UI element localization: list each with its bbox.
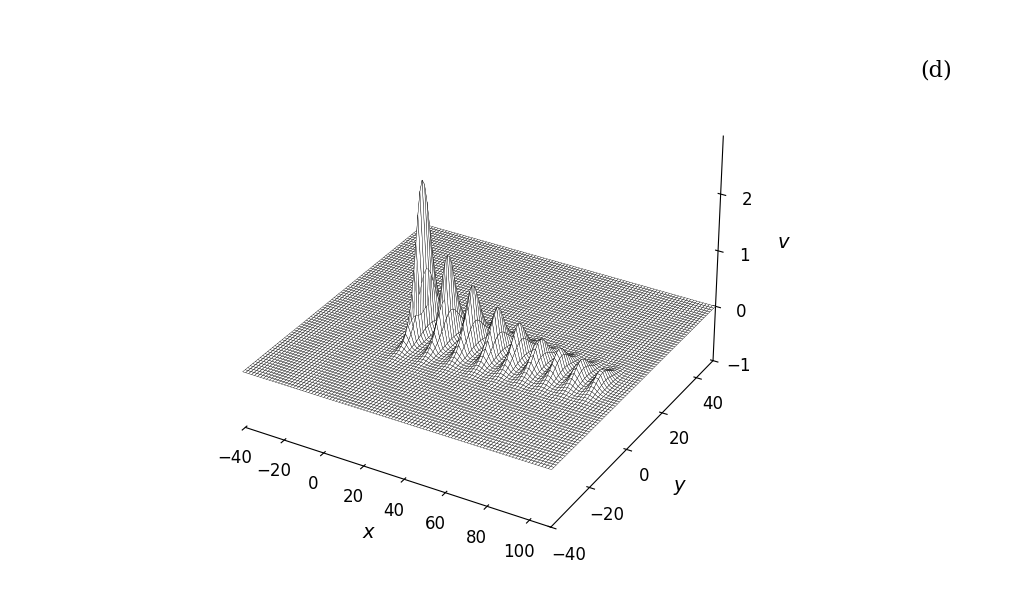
X-axis label: x: x — [362, 523, 374, 542]
Y-axis label: y: y — [673, 476, 685, 495]
Text: (d): (d) — [921, 59, 952, 81]
